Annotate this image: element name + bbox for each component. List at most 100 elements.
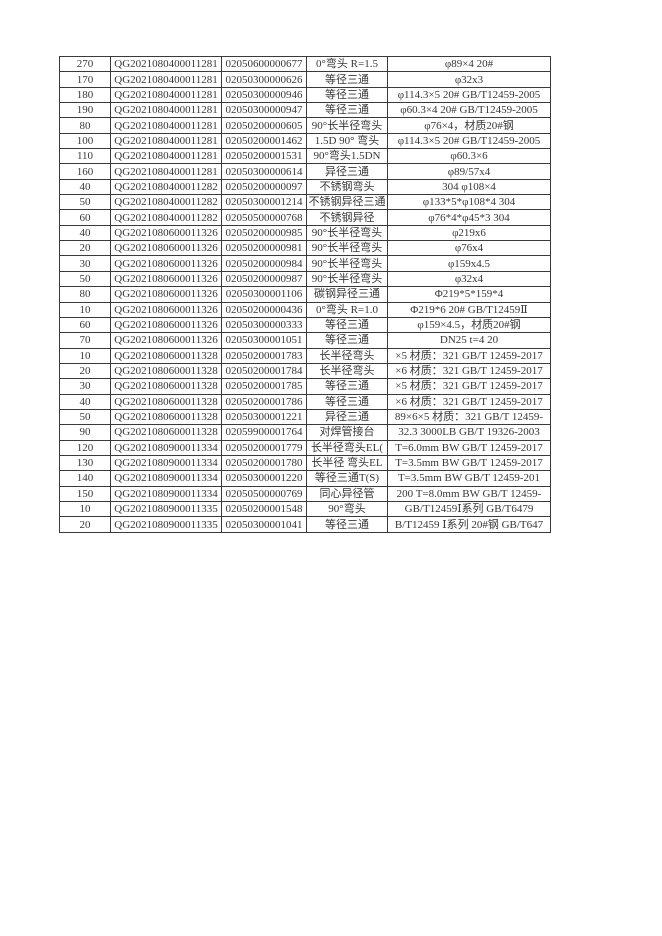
cell-specification: φ76×4，材质20#钢 (387, 117, 551, 134)
cell-specification: φ32x3 (387, 71, 551, 88)
cell-quantity: 190 (59, 102, 111, 119)
cell-item-name: 同心异径管 (306, 485, 388, 502)
cell-specification: T=3.5mm BW GB/T 12459-201 (387, 470, 551, 487)
cell-quantity: 40 (59, 178, 111, 196)
cell-requisition-no: QG2021080900011334 (110, 470, 222, 487)
cell-material-code: 02050200000981 (221, 240, 307, 257)
cell-item-name: 长半径弯头EL( (306, 439, 388, 456)
table-row: 20 QG2021080600011328 02050200001784 长半径弯头 ×… (59, 362, 551, 380)
table-row: 50 QG2021080600011328 02050300001221 异径三通 89… (59, 408, 551, 426)
cell-item-name: 对焊管接台 (306, 424, 388, 441)
table-row: 40 QG2021080400011282 02050200000097 不锈钢弯头 3… (59, 178, 551, 196)
cell-quantity: 120 (59, 439, 111, 456)
cell-quantity: 110 (59, 148, 111, 165)
table-row: 40 QG2021080600011326 02050200000985 90°长半径… (59, 224, 551, 242)
cell-specification: GB/T12459Ⅰ系列 GB/T6479 (387, 500, 551, 518)
table-row: 20 QG2021080900011335 02050300001041 等径三通 B/… (59, 516, 551, 533)
cell-item-name: 异径三通 (306, 163, 388, 180)
cell-material-code: 02050200001785 (221, 378, 307, 395)
cell-item-name: 90°弯头 (306, 500, 388, 518)
cell-specification: ×6 材质：321 GB/T 12459-2017 (387, 362, 551, 380)
cell-material-code: 02050200000985 (221, 224, 307, 242)
cell-material-code: 02050300001106 (221, 286, 307, 303)
table-body: 270 QG2021080400011281 02050600000677 0°弯头 … (59, 55, 551, 533)
cell-quantity: 20 (59, 240, 111, 257)
table-row: 10 QG2021080600011326 02050200000436 0°弯头 R… (59, 301, 551, 318)
cell-material-code: 02050600000677 (221, 55, 307, 73)
cell-item-name: 长半径弯头 (306, 362, 388, 380)
cell-item-name: 等径三通 (306, 393, 388, 410)
cell-quantity: 20 (59, 516, 111, 533)
cell-item-name: 0°弯头 R=1.0 (306, 301, 388, 318)
table-row: 60 QG2021080600011326 02050300000333 等径三通 φ1… (59, 316, 551, 334)
cell-material-code: 02050300000626 (221, 71, 307, 88)
cell-material-code: 02050200001783 (221, 347, 307, 364)
table-row: 50 QG2021080600011326 02050200000987 90°长半径… (59, 270, 551, 288)
cell-item-name: 等径三通 (306, 378, 388, 395)
cell-material-code: 02050200001779 (221, 439, 307, 456)
cell-specification: Φ219*6 20# GB/T12459Ⅱ (387, 301, 551, 318)
table-row: 30 QG2021080600011326 02050200000984 90°长半径… (59, 255, 551, 272)
cell-material-code: 02050300000947 (221, 102, 307, 119)
cell-item-name: 碳钢异径三通 (306, 286, 388, 303)
table-row: 150 QG2021080900011334 02050500000769 同心异径管… (59, 485, 551, 502)
table-row: 170 QG2021080400011281 02050300000626 等径三通 φ… (59, 71, 551, 88)
cell-requisition-no: QG2021080900011334 (110, 454, 222, 472)
cell-material-code: 02050500000769 (221, 485, 307, 502)
cell-item-name: 90°长半径弯头 (306, 224, 388, 242)
cell-specification: φ159×4.5，材质20#钢 (387, 316, 551, 334)
table-row: 20 QG2021080600011326 02050200000981 90°长半径… (59, 240, 551, 257)
cell-quantity: 80 (59, 286, 111, 303)
cell-quantity: 140 (59, 470, 111, 487)
cell-material-code: 02050300001214 (221, 194, 307, 211)
cell-quantity: 70 (59, 332, 111, 349)
cell-material-code: 02059900001764 (221, 424, 307, 441)
cell-specification: ×6 材质：321 GB/T 12459-2017 (387, 393, 551, 410)
cell-requisition-no: QG2021080900011335 (110, 516, 222, 533)
cell-requisition-no: QG2021080400011281 (110, 86, 222, 104)
cell-quantity: 100 (59, 132, 111, 150)
cell-item-name: 等径三通 (306, 86, 388, 104)
cell-specification: 89×6×5 材质：321 GB/T 12459- (387, 408, 551, 426)
cell-specification: T=3.5mm BW GB/T 12459-2017 (387, 454, 551, 472)
cell-quantity: 60 (59, 316, 111, 334)
table-row: 10 QG2021080900011335 02050200001548 90°弯头 G… (59, 500, 551, 518)
table-row: 90 QG2021080600011328 02059900001764 对焊管接台 3… (59, 424, 551, 441)
cell-item-name: 等径三通 (306, 332, 388, 349)
cell-material-code: 02050300000333 (221, 316, 307, 334)
cell-requisition-no: QG2021080400011282 (110, 194, 222, 211)
cell-item-name: 不锈钢异径 (306, 209, 388, 226)
cell-item-name: 90°长半径弯头 (306, 117, 388, 134)
cell-item-name: 0°弯头 R=1.5 (306, 55, 388, 73)
cell-specification: DN25 t=4 20 (387, 332, 551, 349)
table-row: 270 QG2021080400011281 02050600000677 0°弯头 … (59, 55, 551, 73)
cell-material-code: 02050500000768 (221, 209, 307, 226)
cell-material-code: 02050200001548 (221, 500, 307, 518)
cell-material-code: 02050300001051 (221, 332, 307, 349)
cell-material-code: 02050300000614 (221, 163, 307, 180)
cell-specification: φ159x4.5 (387, 255, 551, 272)
table-row: 10 QG2021080600011328 02050200001783 长半径弯头 ×… (59, 347, 551, 364)
cell-requisition-no: QG2021080600011326 (110, 332, 222, 349)
cell-requisition-no: QG2021080900011334 (110, 485, 222, 502)
cell-requisition-no: QG2021080900011335 (110, 500, 222, 518)
cell-quantity: 10 (59, 301, 111, 318)
cell-item-name: 长半径 弯头EL (306, 454, 388, 472)
cell-requisition-no: QG2021080600011326 (110, 224, 222, 242)
cell-item-name: 长半径弯头 (306, 347, 388, 364)
cell-item-name: 等径三通 (306, 102, 388, 119)
cell-requisition-no: QG2021080600011326 (110, 240, 222, 257)
table-row: 50 QG2021080400011282 02050300001214 不锈钢异径三… (59, 194, 551, 211)
table-row: 140 QG2021080900011334 02050300001220 等径三通T… (59, 470, 551, 487)
cell-material-code: 02050200001462 (221, 132, 307, 150)
cell-specification: B/T12459 Ⅰ系列 20#钢 GB/T647 (387, 516, 551, 533)
cell-requisition-no: QG2021080400011281 (110, 102, 222, 119)
cell-item-name: 等径三通 (306, 516, 388, 533)
cell-item-name: 不锈钢弯头 (306, 178, 388, 196)
cell-material-code: 02050300000946 (221, 86, 307, 104)
cell-item-name: 1.5D 90° 弯头 (306, 132, 388, 150)
cell-material-code: 02050200000987 (221, 270, 307, 288)
cell-requisition-no: QG2021080600011326 (110, 286, 222, 303)
cell-requisition-no: QG2021080600011326 (110, 255, 222, 272)
